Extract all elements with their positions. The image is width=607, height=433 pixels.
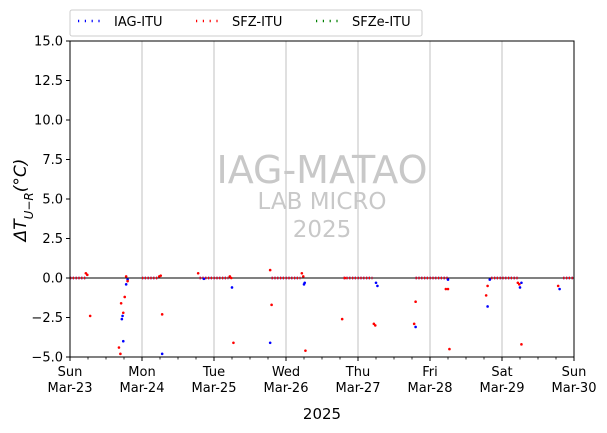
series-1-point-26 <box>412 322 416 326</box>
x-tick-date-4: Mar-27 <box>336 381 381 396</box>
x-tick-date-5: Mar-28 <box>408 381 453 396</box>
x-tick-date-0: Mar-23 <box>48 381 93 396</box>
x-tick-date-6: Mar-29 <box>480 381 525 396</box>
series-0-point-6 <box>202 277 206 281</box>
series-1-point-13 <box>196 271 200 275</box>
x-tick-day-5: Fri <box>422 365 438 380</box>
series-0-point-8 <box>268 341 272 345</box>
legend-box <box>69 9 423 37</box>
series-1-point-18 <box>270 303 273 307</box>
series-1-point-28 <box>444 287 448 291</box>
y-tick-label-1: −2.5 <box>31 311 63 326</box>
series-1-point-20 <box>301 275 305 278</box>
series-1-point-6 <box>121 311 125 315</box>
x-tick-day-1: Mon <box>128 365 155 380</box>
series-1-point-3 <box>117 346 121 349</box>
series-1-point-25 <box>373 324 377 327</box>
plot-background <box>70 41 574 357</box>
series-1-point-12 <box>160 313 164 316</box>
series-1-point-35 <box>520 343 523 346</box>
series-1-point-1 <box>85 273 89 277</box>
series-1-point-34 <box>517 283 521 286</box>
x-tick-date-1: Mar-24 <box>120 381 165 396</box>
y-axis-title-main: ΔT <box>11 218 31 244</box>
y-axis: −5.0 −2.5 0.0 2.5 5.0 7.5 10.0 12.5 15.0 <box>31 35 70 366</box>
series-1-point-11 <box>159 274 163 277</box>
series-1-point-8 <box>124 275 128 278</box>
series-0-point-16 <box>488 278 492 281</box>
series-1-point-19 <box>300 271 304 275</box>
y-axis-title-unit: (°C) <box>11 159 31 193</box>
series-1-point-4 <box>119 352 122 356</box>
series-0-point-0 <box>120 317 124 321</box>
series-1-point-21 <box>304 349 307 352</box>
x-tick-day-0: Sun <box>58 365 83 380</box>
legend: IAG-ITU SFZ-ITU SFZe-ITU <box>69 9 423 37</box>
series-0-point-1 <box>121 314 124 318</box>
series-0-point-7 <box>230 286 234 289</box>
y-tick-label-5: 7.5 <box>42 153 63 168</box>
gridlines <box>141 41 503 357</box>
x-tick-date-2: Mar-25 <box>192 381 237 396</box>
series-1-point-22 <box>340 317 344 321</box>
series-1-point-7 <box>123 295 127 299</box>
series-0-point-19 <box>558 287 561 291</box>
legend-label-0: IAG-ITU <box>114 15 163 30</box>
series-0-point-5 <box>160 352 164 356</box>
x-tick-date-7: Mar-30 <box>552 381 597 396</box>
x-axis: SunMar-23MonMar-24TueMar-25WedMar-26ThuM… <box>48 357 597 396</box>
series-0-point-18 <box>520 281 523 285</box>
x-tick-date-3: Mar-26 <box>264 381 309 396</box>
series-1-point-16 <box>232 341 235 345</box>
y-tick-label-2: 0.0 <box>42 272 63 287</box>
x-tick-day-3: Wed <box>272 365 300 380</box>
y-tick-label-6: 10.0 <box>34 114 63 129</box>
y-tick-label-4: 5.0 <box>42 193 63 208</box>
series-0-point-10 <box>303 281 307 285</box>
x-tick-day-7: Sun <box>562 365 587 380</box>
series-1-point-27 <box>414 300 417 304</box>
series-0-point-12 <box>376 284 379 288</box>
x-axis-title: 2025 <box>303 405 341 423</box>
series-1-point-15 <box>229 276 233 280</box>
series-1-point-32 <box>486 284 489 288</box>
series-1-point-17 <box>268 268 272 272</box>
series-1-point-30 <box>448 347 451 351</box>
series-0-point-17 <box>518 286 522 289</box>
y-tick-label-3: 2.5 <box>42 232 63 247</box>
series-0-point-11 <box>374 281 378 285</box>
series-0-point-15 <box>486 305 489 308</box>
series-1-point-9 <box>126 279 129 283</box>
series-0-point-14 <box>446 278 450 281</box>
x-tick-day-6: Sat <box>491 365 512 380</box>
y-tick-label-7: 12.5 <box>34 74 63 89</box>
y-axis-title-sub: U−R <box>22 192 36 219</box>
y-tick-label-0: −5.0 <box>31 351 63 366</box>
legend-label-1: SFZ-ITU <box>232 15 282 30</box>
legend-label-2: SFZe-ITU <box>352 15 411 30</box>
series-points <box>84 268 561 356</box>
y-tick-label-8: 15.0 <box>34 35 63 50</box>
series-1-point-29 <box>446 287 450 291</box>
series-1-point-2 <box>88 314 92 318</box>
series-1-point-5 <box>119 301 123 305</box>
y-axis-title: ΔTU−R(°C) <box>11 159 36 244</box>
series-1-point-23 <box>343 276 347 280</box>
series-1-point-36 <box>556 284 560 288</box>
series-1-point-31 <box>484 294 488 297</box>
watermark-line-1: LAB MICRO <box>258 189 387 215</box>
series-0-point-2 <box>121 339 125 343</box>
series-0-point-3 <box>124 283 128 286</box>
x-tick-day-2: Tue <box>202 365 225 380</box>
x-tick-day-4: Thu <box>345 365 370 380</box>
watermark-line-2: 2025 <box>293 217 352 243</box>
series-0-point-13 <box>414 325 417 329</box>
watermark-line-0: IAG-MATAO <box>216 148 427 192</box>
